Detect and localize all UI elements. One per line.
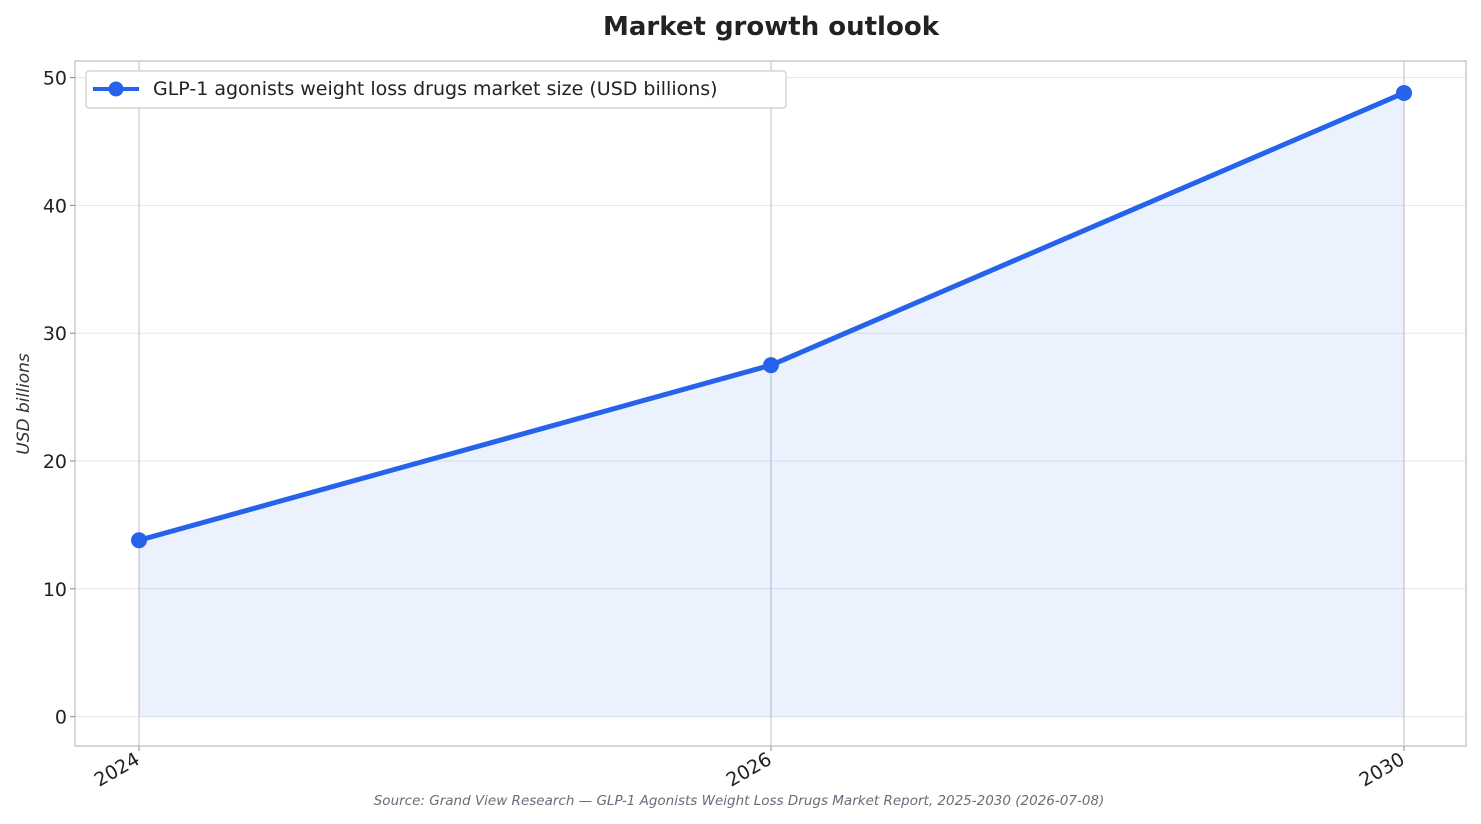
y-tick-label: 50 <box>43 68 67 90</box>
x-axis-ticks: 2024 2026 2030 <box>91 746 1409 792</box>
x-tick-label: 2030 <box>1356 748 1409 791</box>
y-tick-label: 10 <box>43 579 67 601</box>
data-point <box>131 532 147 549</box>
x-tick-label: 2024 <box>91 748 144 791</box>
chart-title: Market growth outlook <box>603 12 940 42</box>
series-area <box>139 92 1404 717</box>
y-tick-label: 0 <box>55 707 67 729</box>
data-point <box>1396 84 1412 101</box>
legend-box <box>85 70 787 109</box>
y-axis-label: USD billions <box>14 353 34 455</box>
source-note: Source: Grand View Research — GLP-1 Agon… <box>374 793 1105 809</box>
area-fill <box>139 92 1404 717</box>
data-point <box>763 357 779 374</box>
x-tick-label: 2026 <box>723 748 776 791</box>
series-layer <box>131 84 1412 549</box>
legend: GLP-1 agonists weight loss drugs market … <box>85 70 787 109</box>
y-tick-label: 30 <box>43 323 67 345</box>
y-tick-label: 20 <box>43 451 67 473</box>
y-tick-label: 40 <box>43 195 67 217</box>
legend-marker <box>108 81 124 97</box>
y-axis-ticks: 0 10 20 30 40 50 <box>43 68 75 729</box>
legend-label: GLP-1 agonists weight loss drugs market … <box>153 78 718 100</box>
